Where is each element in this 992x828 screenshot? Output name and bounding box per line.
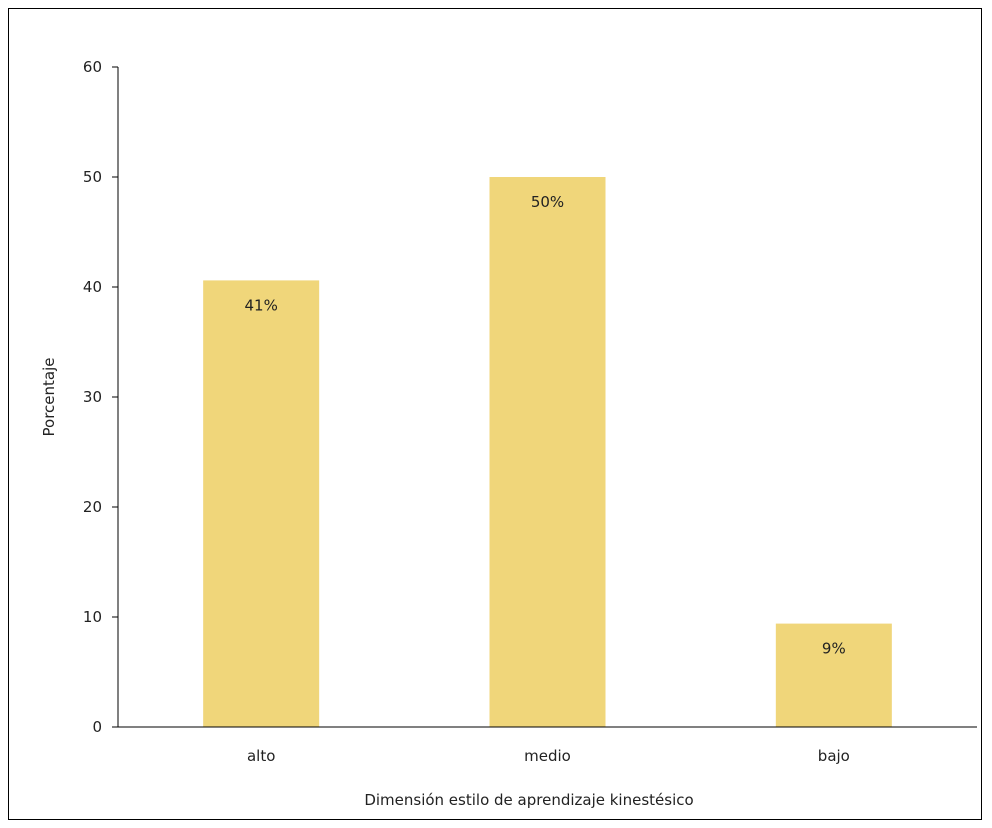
bar-data-label-bajo: 9% (822, 640, 846, 658)
y-tick-label: 20 (83, 498, 102, 516)
y-tick-label: 50 (83, 168, 102, 186)
y-axis-ticks: 0 10 20 30 40 50 60 (83, 58, 118, 736)
y-tick-label: 30 (83, 388, 102, 406)
y-axis-title: Porcentaje (40, 358, 58, 437)
bar-medio (489, 177, 606, 727)
bar-data-labels: 41% 50% 9% (244, 193, 845, 658)
x-tick-label-medio: medio (524, 747, 571, 765)
bar-data-label-alto: 41% (244, 296, 277, 314)
x-axis-title: Dimensión estilo de aprendizaje kinestés… (364, 791, 693, 809)
x-tick-label-alto: alto (247, 747, 275, 765)
x-axis-ticks: alto medio bajo (247, 747, 850, 765)
bar-chart: 0 10 20 30 40 50 60 41% 50% 9% alto medio bajo Dim… (40, 58, 977, 809)
y-tick-label: 60 (83, 58, 102, 76)
bar-alto (203, 280, 320, 727)
y-tick-label: 10 (83, 608, 102, 626)
y-tick-label: 0 (92, 718, 102, 736)
y-tick-label: 40 (83, 278, 102, 296)
bar-data-label-medio: 50% (531, 193, 564, 211)
bar-bajo (775, 623, 892, 727)
bars (203, 177, 892, 727)
chart-frame: 0 10 20 30 40 50 60 41% 50% 9% alto medio bajo Dim… (8, 8, 982, 820)
x-tick-label-bajo: bajo (818, 747, 850, 765)
